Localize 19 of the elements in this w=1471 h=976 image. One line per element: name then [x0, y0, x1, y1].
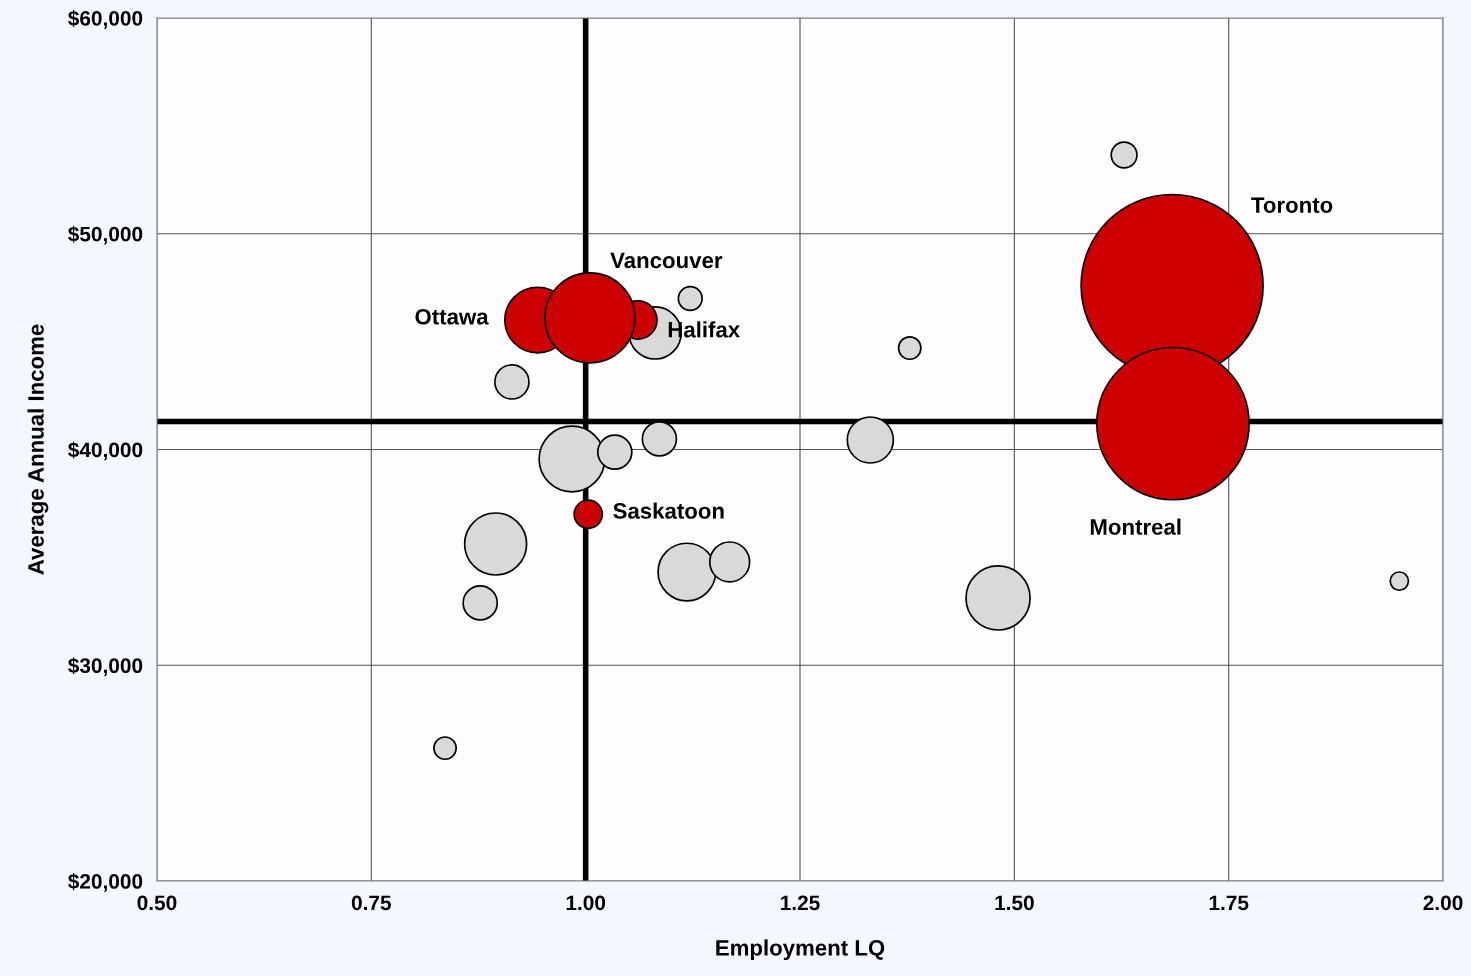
x-tick-label: 1.75 [1209, 895, 1249, 911]
y-tick-label: $40,000 [68, 441, 143, 461]
y-axis-title: Average Annual Income [27, 324, 49, 575]
annotation: Vancouver [610, 252, 723, 269]
x-axis-title: Employment LQ [716, 939, 885, 961]
annotation: Toronto [1251, 197, 1333, 213]
x-tick-label: 1.25 [781, 895, 820, 911]
y-tick-label: $60,000 [68, 10, 143, 29]
y-tick-label: $30,000 [68, 657, 143, 677]
x-tick-label: 0.75 [351, 895, 391, 911]
x-tick-label: 1.00 [566, 895, 606, 911]
y-tick-label: $20,000 [68, 873, 143, 892]
annotation: Ottawa [415, 308, 489, 325]
x-tick-label: 1.50 [995, 895, 1034, 911]
x-tick-label: 0.50 [137, 895, 177, 911]
annotation: Montreal [1090, 518, 1181, 535]
x-tick-label: 2.00 [1423, 895, 1463, 911]
y-tick-label: $50,000 [68, 225, 143, 245]
annotation: Saskatoon [613, 502, 724, 519]
